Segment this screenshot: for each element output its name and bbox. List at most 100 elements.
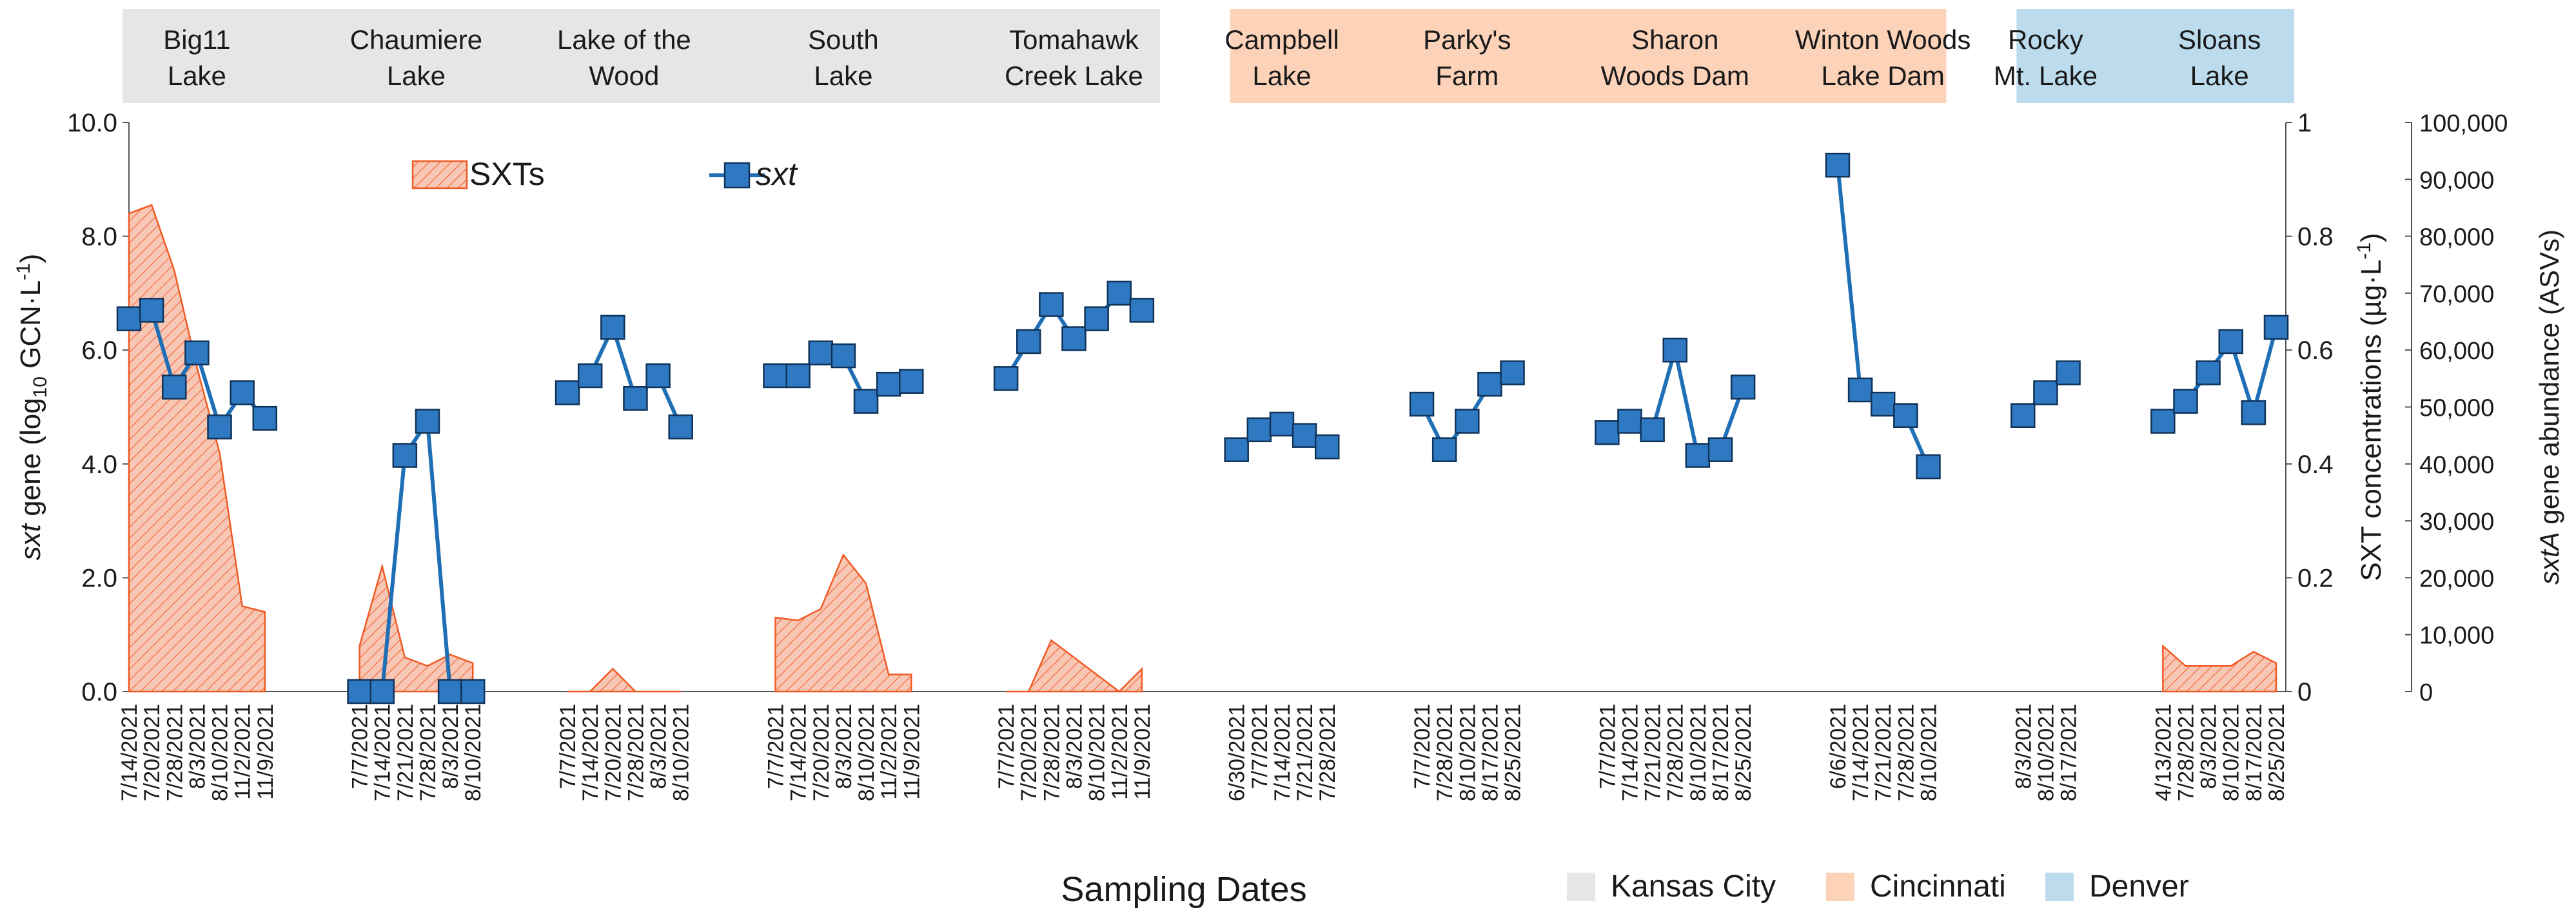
sxt-marker — [1129, 298, 1155, 323]
region-bands: Big11 Lake Chaumiere Lake Lake of the Wood Sou… — [123, 9, 2294, 103]
y-label-text: gene (log — [15, 398, 46, 524]
date-tick-label: 8/25/2021 — [2265, 704, 2289, 801]
region-band-cincinnati — [1230, 9, 1947, 103]
sxt-marker — [577, 363, 603, 389]
date-tick-label: 7/28/2021 — [1039, 704, 1064, 801]
sxt-marker — [993, 366, 1019, 391]
date-tick-label: 8/3/2021 — [832, 704, 856, 789]
date-tick-label: 11/2/2021 — [877, 704, 901, 800]
y-r2-text: gene abundance (ASVs) — [2534, 229, 2564, 532]
site-label: Lake of the — [557, 24, 691, 55]
y-label-text: GCN·L — [15, 280, 46, 376]
y-label-italic: sxt — [15, 523, 46, 560]
site-label: Lake — [1252, 61, 1311, 91]
sxt-marker — [2056, 360, 2081, 385]
sxts-area — [567, 667, 681, 693]
sxts-area — [2162, 644, 2277, 693]
sxt-marker — [876, 371, 901, 397]
sxt-marker — [2218, 329, 2243, 354]
date-tick-label: 7/7/2021 — [1248, 704, 1272, 789]
sxt-marker — [1409, 391, 1435, 417]
date-tick-label: 11/2/2021 — [231, 704, 255, 800]
site-label: Rocky — [2008, 24, 2083, 55]
sxt-marker — [1016, 329, 1041, 354]
right2-tick-label: 90,000 — [2419, 167, 2494, 194]
date-tick-label: 6/6/2021 — [1826, 704, 1851, 789]
date-tick-label: 7/21/2021 — [1641, 704, 1666, 801]
date-tick-label: 7/14/2021 — [1270, 704, 1295, 801]
axes: 0.02.04.06.08.010.000.20.40.60.81010,000… — [13, 109, 2564, 909]
date-tick-label: 11/9/2021 — [900, 704, 924, 800]
left-tick-label: 0.0 — [81, 678, 117, 706]
date-tick-label: 8/3/2021 — [647, 704, 671, 789]
x-axis-label: Sampling Dates — [1061, 870, 1306, 909]
sxt-marker — [1847, 377, 1873, 403]
date-tick-label: 4/13/2021 — [2151, 704, 2176, 801]
date-tick-label: 8/3/2021 — [1062, 704, 1086, 789]
sxts-area-series — [128, 204, 2277, 693]
sxt-marker — [2173, 389, 2198, 414]
sxt-marker — [207, 414, 232, 440]
date-tick-label: 8/10/2021 — [1916, 704, 1941, 801]
right2-tick-label: 20,000 — [2419, 565, 2494, 592]
date-tick-label: 11/9/2021 — [1130, 704, 1155, 800]
date-tick-label: 8/10/2021 — [2219, 704, 2244, 801]
left-tick-label: 2.0 — [81, 564, 117, 592]
sxt-marker — [1269, 411, 1295, 437]
site-label: Lake — [168, 61, 226, 91]
y-r1-end: ) — [2355, 233, 2387, 242]
right1-tick-label: 0.6 — [2297, 336, 2334, 365]
left-tick-label: 4.0 — [81, 451, 117, 479]
sxt-marker — [1707, 437, 1733, 462]
date-tick-label: 7/14/2021 — [1618, 704, 1642, 801]
right1-tick-label: 1 — [2297, 109, 2312, 137]
site-label: Lake — [814, 61, 872, 91]
date-tick-label: 8/25/2021 — [1731, 704, 1756, 801]
y-label-sub: 10 — [30, 376, 51, 398]
date-tick-label: 8/3/2021 — [2011, 704, 2036, 789]
right1-tick-label: 0.2 — [2297, 564, 2334, 592]
date-tick-label: 7/28/2021 — [162, 704, 187, 801]
region-legend-label: Kansas City — [1611, 869, 1776, 904]
sxt-marker — [369, 679, 395, 704]
right2-tick-label: 80,000 — [2419, 224, 2494, 251]
date-tick-label: 8/10/2021 — [2034, 704, 2058, 801]
right2-tick-label: 70,000 — [2419, 281, 2494, 308]
sxt-marker — [2263, 315, 2289, 340]
date-tick-label: 8/10/2021 — [669, 704, 694, 801]
region-band-kansas-city — [123, 9, 1160, 103]
date-tick-label: 6/30/2021 — [1225, 704, 1250, 801]
sxt-marker — [853, 389, 879, 414]
sxt-marker — [1685, 443, 1711, 468]
site-label: Lake — [387, 61, 446, 91]
sxt-marker — [392, 443, 418, 468]
sxt-marker — [645, 363, 671, 389]
sxts-area — [774, 553, 912, 693]
right1-tick-label: 0.8 — [2297, 223, 2334, 251]
sxt-marker — [162, 374, 187, 400]
y-label-sup: -1 — [13, 263, 34, 280]
sxt-marker — [555, 380, 580, 405]
date-tick-label: 7/28/2021 — [1315, 704, 1340, 801]
date-tick-label: 8/10/2021 — [1085, 704, 1110, 801]
site-label: Parky's — [1423, 24, 1511, 55]
right2-tick-label: 40,000 — [2419, 452, 2494, 479]
date-tick-label: 7/28/2021 — [1894, 704, 1918, 801]
date-tick-label: 7/20/2021 — [140, 704, 164, 801]
site-label: Chaumiere — [350, 24, 482, 55]
y-r1-text: SXT concentrations (µg·L — [2355, 260, 2387, 581]
date-tick-label: 8/3/2021 — [2197, 704, 2221, 789]
legend-area-label: SXTs — [469, 156, 545, 192]
date-tick-label: 11/2/2021 — [1108, 704, 1132, 800]
sxt-marker — [1477, 371, 1502, 397]
site-label: Lake Dam — [1821, 61, 1944, 91]
region-legend-swatch — [1567, 873, 1595, 901]
sxt-marker — [1431, 437, 1457, 462]
sxt-marker — [1595, 420, 1620, 445]
site-label: Woods Dam — [1601, 61, 1749, 91]
sxt-marker — [116, 306, 142, 331]
sxt-marker — [1455, 409, 1480, 434]
sxt-marker — [184, 340, 210, 365]
sxt-marker — [899, 369, 924, 394]
sxt-marker — [1870, 391, 1896, 417]
